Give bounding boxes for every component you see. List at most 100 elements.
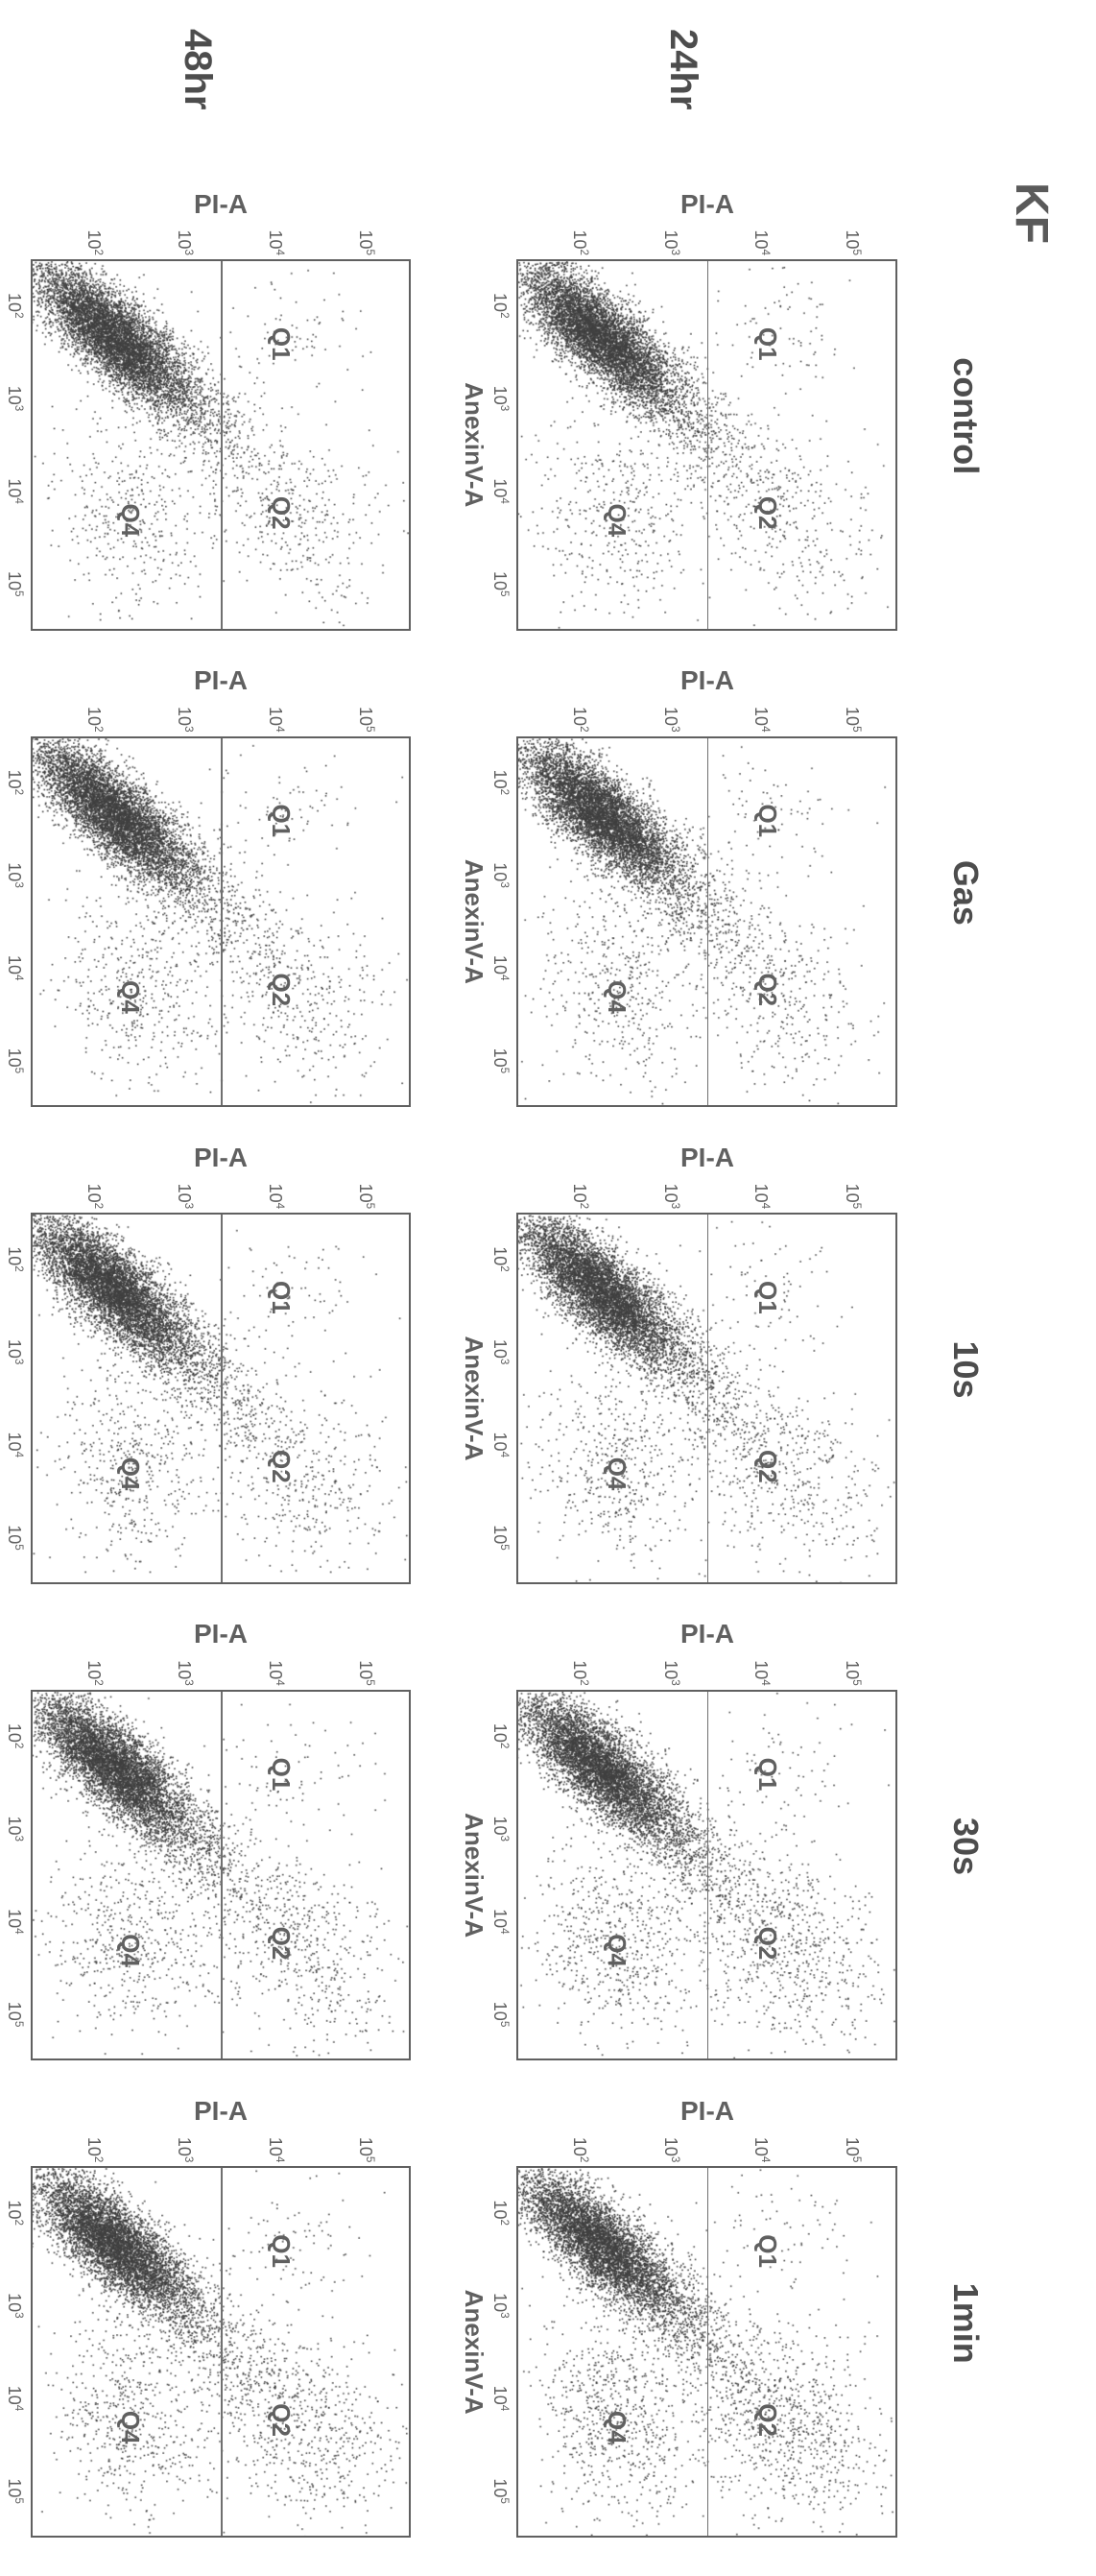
tick-label: 104 <box>4 2386 25 2412</box>
tick-label: 105 <box>842 2137 863 2163</box>
tick-label: 104 <box>751 1184 772 1210</box>
tick-label: 103 <box>660 707 681 733</box>
quadrant-label: Q2 <box>752 1450 782 1483</box>
tick-label: 103 <box>174 707 195 733</box>
quadrant-label: Q2 <box>266 973 296 1006</box>
y-ticks: 102103104105 <box>31 2124 412 2164</box>
quadrant-label: Q4 <box>115 504 145 538</box>
tick-label: 102 <box>83 707 105 733</box>
tick-label: 102 <box>4 2200 25 2226</box>
tick-label: 104 <box>489 955 511 981</box>
y-axis-label: PI-A <box>516 1623 897 1647</box>
tick-label: 103 <box>660 2137 681 2163</box>
tick-label: 102 <box>489 293 511 319</box>
x-axis-label: AnexinV-A <box>459 1690 488 2061</box>
x-axis-label: AnexinV-A <box>0 259 3 631</box>
scatter-panel: Q1Q2Q4PI-AAnexinV-A102103104105102103104… <box>459 669 907 1118</box>
y-ticks: 102103104105 <box>516 1648 897 1688</box>
scatter-panel: Q1Q2Q4PI-AAnexinV-A102103104105102103104… <box>0 669 420 1118</box>
tick-label: 102 <box>83 1660 105 1686</box>
tick-label: 102 <box>489 1723 511 1749</box>
plot-box: Q1Q2Q4 <box>31 1690 412 2061</box>
y-ticks: 102103104105 <box>516 1170 897 1211</box>
y-axis-label: PI-A <box>516 192 897 216</box>
crosshair-horizontal <box>707 1692 709 2059</box>
tick-label: 102 <box>489 770 511 796</box>
tick-label: 103 <box>489 1816 511 1842</box>
scatter-panel: Q1Q2Q4PI-AAnexinV-A102103104105102103104… <box>0 2099 420 2547</box>
crosshair-vertical <box>31 2334 33 2336</box>
column-header: control <box>945 192 986 640</box>
tick-label: 103 <box>489 386 511 412</box>
tick-label: 104 <box>265 707 286 733</box>
tick-label: 103 <box>174 229 195 255</box>
tick-label: 102 <box>570 229 591 255</box>
tick-label: 105 <box>4 2002 25 2028</box>
tick-label: 103 <box>489 862 511 888</box>
y-ticks: 102103104105 <box>31 1648 412 1688</box>
plot-box: Q1Q2Q4 <box>31 736 412 1108</box>
tick-label: 105 <box>4 571 25 597</box>
x-ticks: 102103104105 <box>489 1213 512 1584</box>
tick-label: 103 <box>489 1339 511 1365</box>
tick-label: 102 <box>569 1184 590 1210</box>
y-axis-label: PI-A <box>516 2099 897 2123</box>
tick-label: 102 <box>569 2137 590 2163</box>
column-header: 1min <box>945 2099 986 2547</box>
tick-label: 104 <box>265 229 286 255</box>
tick-label: 105 <box>355 229 376 255</box>
y-ticks: 102 103 104 105 <box>516 2124 897 2164</box>
quadrant-label: Q2 <box>752 973 782 1006</box>
tick-label: 105 <box>842 1184 863 1210</box>
x-ticks: 102103104105 <box>4 1690 27 2061</box>
tick-label: 105 <box>842 229 863 255</box>
quadrant-label: Q2 <box>752 1927 782 1961</box>
quadrant-label: Q1 <box>266 327 296 361</box>
scatter-panel: Q1Q2Q4PI-AAnexinV-A102103104105102103104… <box>0 192 420 640</box>
quadrant-label: Q1 <box>266 1758 296 1792</box>
quadrant-label: Q1 <box>752 1758 782 1792</box>
tick-label: 103 <box>660 229 681 255</box>
tick-label: 105 <box>842 1660 863 1686</box>
plot-box: Q1 Q2 Q4 <box>516 736 897 1108</box>
crosshair-horizontal <box>221 2168 223 2536</box>
quadrant-label: Q1 <box>752 2234 782 2268</box>
quadrant-label: Q4 <box>115 980 145 1014</box>
tick-label: 102 <box>83 229 105 255</box>
y-ticks: 102103104105 <box>516 694 897 734</box>
x-ticks: 102 103 104 105 <box>4 1213 27 1584</box>
scatter-panel: Q1Q2Q4PI-AAnexinV-A102103104105102103104… <box>0 1145 420 1594</box>
x-ticks: 102103104105 <box>4 259 27 631</box>
tick-label: 104 <box>751 2137 772 2163</box>
tick-label: 104 <box>4 1909 25 1935</box>
quadrant-label: Q1 <box>752 804 782 837</box>
tick-label: 104 <box>751 707 772 733</box>
tick-label: 103 <box>174 1184 195 1210</box>
tick-label: 105 <box>4 1525 25 1551</box>
crosshair-vertical <box>31 1857 33 1859</box>
crosshair-horizontal <box>707 261 709 629</box>
tick-label: 103 <box>4 1339 25 1365</box>
quadrant-label: Q4 <box>602 980 631 1014</box>
tick-label: 102 <box>489 1246 511 1272</box>
quadrant-label: Q2 <box>752 496 782 530</box>
plot-box: Q1Q2Q4 <box>31 2166 412 2538</box>
x-axis-label: AnexinV-A <box>0 1213 3 1584</box>
tick-label: 104 <box>4 1432 25 1458</box>
crosshair-horizontal <box>221 738 223 1106</box>
scatter-panel: Q1Q2Q4PI-AAnexinV-A102103104105102103104… <box>459 2099 907 2547</box>
tick-label: 105 <box>355 707 376 733</box>
x-axis-label: AnexinV-A <box>459 1213 488 1584</box>
crosshair-horizontal <box>221 1692 223 2059</box>
tick-label: 105 <box>355 1184 376 1210</box>
y-ticks: 102103104105 <box>516 217 897 257</box>
tick-label: 102 <box>4 1246 25 1272</box>
column-header: 30s <box>945 1623 986 2071</box>
cell-line-label: KF <box>1005 182 1058 2547</box>
tick-label: 104 <box>489 1432 511 1458</box>
quadrant-label: Q1 <box>266 2234 296 2268</box>
plot-box: Q1Q2Q4 <box>516 259 897 631</box>
quadrant-label: Q1 <box>752 1281 782 1314</box>
crosshair-horizontal <box>221 1215 223 1582</box>
x-axis-label: AnexinV-A <box>459 2166 488 2538</box>
